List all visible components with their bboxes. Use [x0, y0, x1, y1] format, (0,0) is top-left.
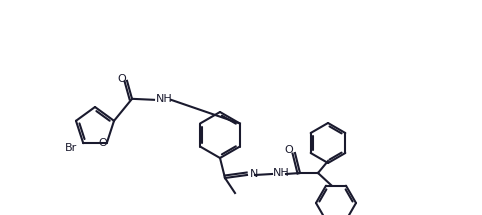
Text: N: N [250, 169, 258, 179]
Text: Br: Br [65, 143, 78, 153]
Text: NH: NH [156, 94, 173, 104]
Text: O: O [285, 145, 294, 155]
Text: O: O [98, 138, 107, 148]
Text: NH: NH [273, 168, 290, 178]
Text: O: O [118, 74, 126, 84]
